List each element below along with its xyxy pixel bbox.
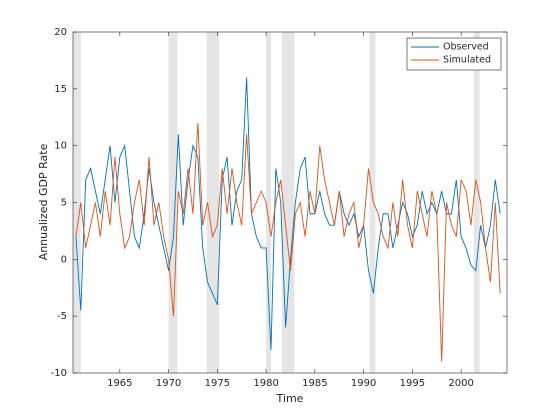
legend-label: Observed bbox=[443, 42, 489, 53]
y-tick-label: 5 bbox=[61, 198, 67, 209]
shaded-region bbox=[473, 32, 480, 373]
shaded-region bbox=[281, 32, 295, 373]
x-tick-label: 1965 bbox=[107, 378, 132, 389]
y-tick-label: 15 bbox=[54, 84, 67, 95]
x-tick-label: 1985 bbox=[302, 378, 327, 389]
legend-box bbox=[406, 37, 502, 71]
shaded-region bbox=[369, 32, 376, 373]
legend: Observed Simulated bbox=[406, 37, 502, 71]
x-tick-label: 1980 bbox=[253, 378, 278, 389]
x-tick-label: 1990 bbox=[351, 378, 376, 389]
x-tick-label: 1995 bbox=[400, 378, 425, 389]
y-tick-label: 20 bbox=[54, 27, 67, 38]
legend-label: Simulated bbox=[443, 55, 491, 66]
y-tick-label: -10 bbox=[51, 368, 67, 379]
shaded-region bbox=[266, 32, 271, 373]
x-tick-label: 1970 bbox=[156, 378, 181, 389]
shaded-region bbox=[206, 32, 220, 373]
shaded-region bbox=[168, 32, 178, 373]
series-line bbox=[75, 122, 501, 362]
x-tick-label: 2000 bbox=[448, 378, 473, 389]
y-axis-label: Annualized GDP Rate bbox=[37, 143, 50, 260]
x-axis-label: Time bbox=[276, 392, 304, 405]
y-tick-label: 0 bbox=[61, 254, 67, 265]
y-tick-label: 10 bbox=[54, 141, 67, 152]
x-tick-label: 1975 bbox=[205, 378, 230, 389]
y-tick-label: -5 bbox=[57, 311, 67, 322]
